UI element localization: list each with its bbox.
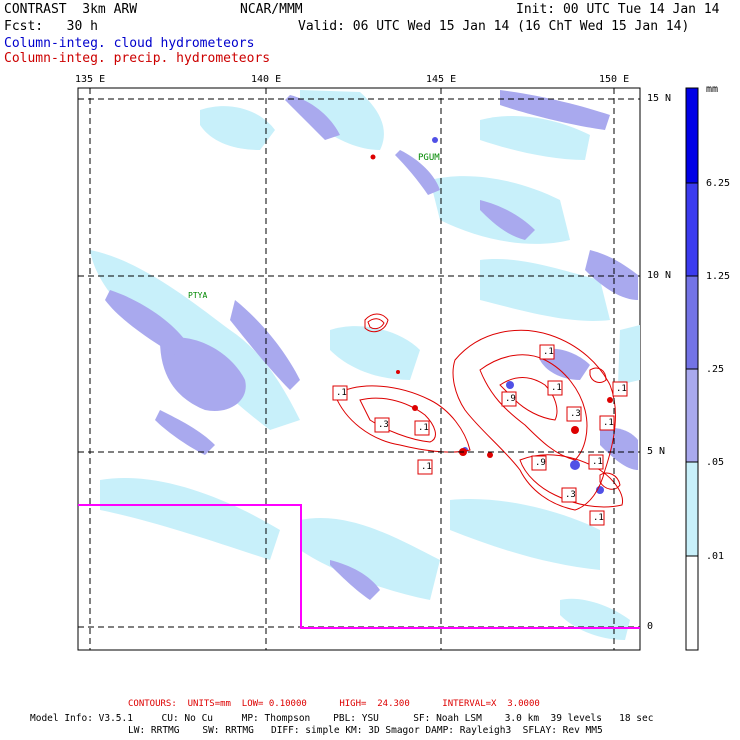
colorbar-tick: .25 [706, 364, 725, 375]
contour-label-boxes [332, 344, 628, 526]
colorbar-tick: .05 [706, 457, 725, 468]
cloud-hydrometeor-shading [90, 90, 640, 640]
org-label: NCAR/MMM [240, 2, 303, 17]
contour-label: .1 [592, 457, 603, 467]
colorbar [685, 87, 699, 651]
red-field-title: Column-integ. precip. hydrometeors [4, 51, 271, 66]
contour-label: .1 [593, 513, 604, 523]
contour-info: CONTOURS: UNITS=mm LOW= 0.10000 HIGH= 24… [128, 699, 540, 709]
contour-label: .3 [565, 490, 576, 500]
station-label: PGUM [418, 153, 440, 163]
valid-time: Valid: 06 UTC Wed 15 Jan 14 (16 ChT Wed … [298, 19, 690, 34]
lat-label: 5 N [647, 446, 666, 457]
contour-label: .9 [505, 394, 516, 404]
colorbar-tick: 6.25 [706, 178, 731, 189]
model-title: CONTRAST 3km ARW [4, 2, 138, 17]
lon-label: 150 E [599, 74, 630, 85]
contour-label: .1 [336, 388, 347, 398]
contour-label: .3 [570, 409, 581, 419]
forecast-hour: Fcst: 30 h [4, 19, 98, 34]
contour-label: .1 [543, 347, 554, 357]
init-time: Init: 00 UTC Tue 14 Jan 14 [516, 2, 720, 17]
colorbar-unit: mm [706, 84, 719, 95]
colorbar-tick: 1.25 [706, 271, 731, 282]
blue-field-title: Column-integ. cloud hydrometeors [4, 36, 255, 51]
contour-label: .1 [603, 418, 614, 428]
contour-label: .9 [535, 458, 546, 468]
inner-domain-boundary [78, 504, 640, 629]
lat-label: 15 N [647, 93, 672, 104]
lon-label: 135 E [75, 74, 106, 85]
contour-label: .1 [551, 383, 562, 393]
model-info-line2: LW: RRTMG SW: RRTMG DIFF: simple KM: 3D … [128, 725, 603, 736]
colorbar-tick: .01 [706, 551, 725, 562]
lon-label: 140 E [251, 74, 282, 85]
model-info-line1: Model Info: V3.5.1 CU: No Cu MP: Thompso… [30, 713, 654, 724]
lat-label: 10 N [647, 270, 672, 281]
precip-contours [334, 313, 624, 511]
contour-label: .1 [418, 423, 429, 433]
lon-label: 145 E [426, 74, 457, 85]
lat-label: 0 [647, 621, 654, 632]
contour-label: .3 [378, 420, 389, 430]
contour-label: .1 [421, 462, 432, 472]
station-label: PTYA [188, 291, 208, 300]
lat-lon-grid [78, 88, 640, 650]
contour-label: .1 [616, 384, 627, 394]
